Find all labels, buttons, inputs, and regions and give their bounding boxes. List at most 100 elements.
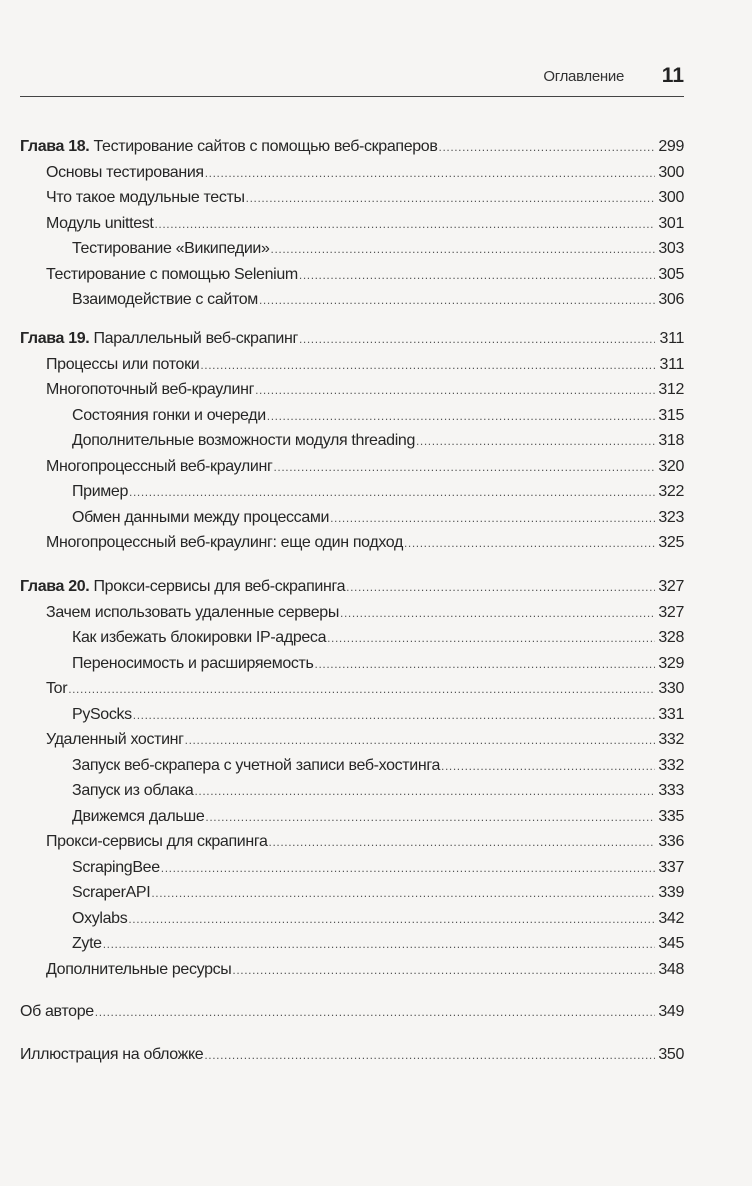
entry-title: ScraperAPI [72,884,151,901]
dot-leader [439,135,655,161]
entry-page-number: 329 [658,654,684,672]
entry-page-number: 318 [658,432,684,449]
header-rule [20,96,684,97]
toc-chapter-entry[interactable]: Об авторе 349 [20,999,684,1025]
toc-chapter-entry[interactable]: Иллюстрация на обложке 350 [20,1042,684,1068]
toc-group: Глава 18. Тестирование сайтов с помощью … [20,134,684,313]
entry-title: ScrapingBee [72,858,160,876]
toc-section-entry[interactable]: Тестирование с помощью Selenium 305 [20,262,684,288]
toc-section-entry[interactable]: Запуск из облака 333 [20,778,684,804]
toc-group: Иллюстрация на обложке 350 [20,1042,684,1068]
toc-section-entry[interactable]: Модуль unittest 301 [20,211,684,237]
entry-title: Иллюстрация на обложке [20,1046,204,1063]
entry-page-number: 311 [659,355,685,373]
toc-section-entry[interactable]: Основы тестирования 300 [20,160,684,186]
entry-page-number: 335 [658,807,684,825]
entry-page-number: 337 [658,858,684,876]
entry-page-number: 312 [658,381,684,398]
toc-section-entry[interactable]: Что такое модульные тесты 300 [20,185,684,211]
entry-page-number: 327 [658,603,684,621]
entry-title: Прокси-сервисы для скрапинга [46,833,268,850]
entry-page-number: 299 [658,138,684,155]
toc-chapter-entry[interactable]: Глава 20. Прокси-сервисы для веб-скрапин… [20,574,684,600]
entry-title: Тестирование «Википедии» [72,240,270,257]
dot-leader [151,881,655,907]
entry-title: Тестирование сайтов с помощью веб-скрапе… [93,138,438,155]
toc-section-entry[interactable]: Zyte 345 [20,931,684,957]
dot-leader [441,754,655,780]
toc-section-entry[interactable]: Зачем использовать удаленные серверы 327 [20,600,684,626]
entry-page-number: 322 [658,483,684,500]
entry-title: Взаимодействие с сайтом [72,291,258,308]
dot-leader [185,728,655,754]
entry-title: Параллельный веб-скрапинг [93,330,299,347]
entry-page-number: 305 [658,265,684,283]
entry-page-number: 332 [658,731,684,748]
dot-leader [330,506,655,532]
dot-leader [204,1043,655,1069]
entry-page-number: 303 [658,240,684,257]
entry-title: Многопроцессный веб-краулинг: еще один п… [46,534,403,551]
dot-leader [416,429,655,455]
toc-section-entry[interactable]: Многопоточный веб-краулинг 312 [20,377,684,403]
toc-section-entry[interactable]: Запуск веб-скрапера с учетной записи веб… [20,753,684,779]
toc-section-entry[interactable]: Тестирование «Википедии» 303 [20,236,684,262]
entry-title: Обмен данными между процессами [72,508,330,526]
entry-page-number: 333 [658,782,684,799]
dot-leader [95,1000,655,1026]
dot-leader [200,353,655,379]
entry-page-number: 345 [658,935,684,952]
entry-page-number: 327 [658,578,684,595]
toc-group: Глава 20. Прокси-сервисы для веб-скрапин… [20,574,684,982]
entry-title: Что такое модульные тесты [46,189,245,206]
dot-leader [68,677,655,703]
toc-section-entry[interactable]: Многопроцессный веб-краулинг 320 [20,454,684,480]
dot-leader [129,480,655,506]
toc-section-entry[interactable]: Как избежать блокировки IP-адреса 328 [20,625,684,651]
entry-title: Основы тестирования [46,163,204,181]
toc-section-entry[interactable]: Многопроцессный веб-краулинг: еще один п… [20,530,684,556]
toc-section-entry[interactable]: Tor 330 [20,676,684,702]
dot-leader [194,779,655,805]
entry-page-number: 300 [658,163,684,181]
toc-section-entry[interactable]: Процессы или потоки 311 [20,352,684,378]
entry-title: Об авторе [20,1003,94,1020]
toc-section-entry[interactable]: Дополнительные ресурсы 348 [20,957,684,983]
toc-section-entry[interactable]: PySocks 331 [20,702,684,728]
entry-page-number: 323 [658,508,684,526]
toc-section-entry[interactable]: Взаимодействие с сайтом 306 [20,287,684,313]
dot-leader [299,327,655,353]
entry-page-number: 348 [658,960,684,978]
toc-chapter-entry[interactable]: Глава 18. Тестирование сайтов с помощью … [20,134,684,160]
entry-page-number: 325 [658,534,684,551]
entry-title: Процессы или потоки [46,355,200,373]
entry-title: Переносимость и расширяемость [72,654,314,672]
entry-title: Запуск веб-скрапера с учетной записи веб… [72,756,441,774]
dot-leader [404,531,655,557]
toc-section-entry[interactable]: ScraperAPI 339 [20,880,684,906]
entry-page-number: 336 [658,833,684,850]
dot-leader [299,263,655,289]
entry-title: Tor [46,680,68,697]
toc-section-entry[interactable]: Состояния гонки и очереди 315 [20,403,684,429]
toc-section-entry[interactable]: Переносимость и расширяемость 329 [20,651,684,677]
toc-section-entry[interactable]: Обмен данными между процессами 323 [20,505,684,531]
toc-section-entry[interactable]: Пример 322 [20,479,684,505]
entry-page-number: 300 [658,189,684,206]
entry-page-number: 315 [658,406,684,424]
toc-section-entry[interactable]: Движемся дальше 335 [20,804,684,830]
entry-title: Многопроцессный веб-краулинг [46,457,273,475]
entry-title: Oxylabs [72,909,128,927]
toc-section-entry[interactable]: ScrapingBee 337 [20,855,684,881]
toc-chapter-entry[interactable]: Глава 19. Параллельный веб-скрапинг 311 [20,326,684,352]
entry-title: Прокси-сервисы для веб-скрапинга [93,578,346,595]
dot-leader [259,288,655,314]
toc-section-entry[interactable]: Удаленный хостинг 332 [20,727,684,753]
toc-group: Об авторе 349 [20,999,684,1025]
dot-leader [133,703,655,729]
entry-title: Зачем использовать удаленные серверы [46,603,340,621]
toc-section-entry[interactable]: Прокси-сервисы для скрапинга 336 [20,829,684,855]
toc-section-entry[interactable]: Oxylabs 342 [20,906,684,932]
toc-section-entry[interactable]: Дополнительные возможности модуля thread… [20,428,684,454]
entry-page-number: 328 [658,629,684,646]
